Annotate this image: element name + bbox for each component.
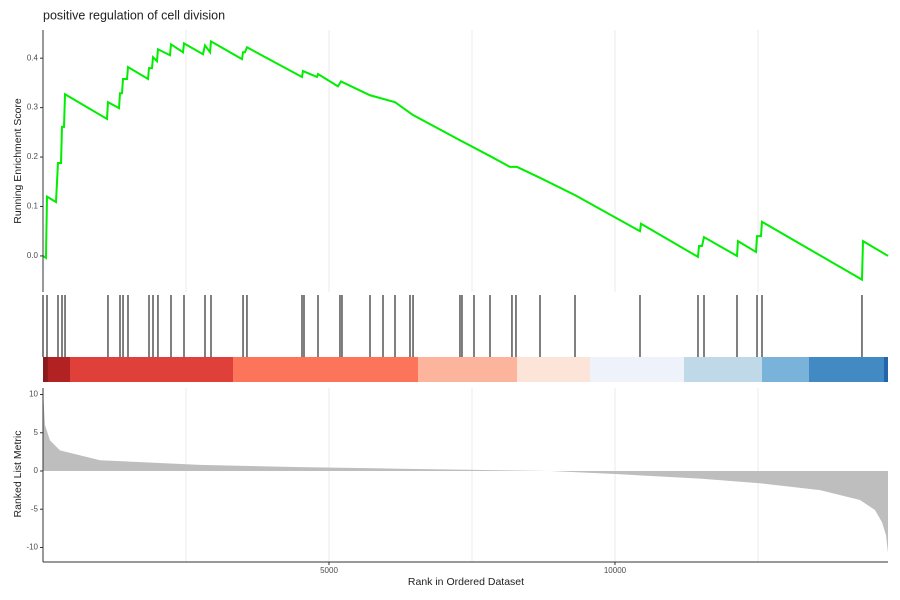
color-bar-segment [589, 357, 685, 382]
color-bar-segment [809, 357, 884, 382]
y-tick-label: 5 [34, 428, 39, 437]
x-tick-label: 5000 [320, 566, 338, 575]
y-tick-label: 10 [29, 390, 38, 399]
color-bar-segment [47, 357, 70, 382]
enrichment-line [42, 39, 889, 282]
metric-area [43, 390, 888, 553]
y-tick-label: -10 [26, 543, 38, 552]
y-tick-label: 0.1 [27, 202, 39, 211]
y-tick-label: 0 [34, 466, 39, 475]
color-bar-segment [417, 357, 518, 382]
color-bar-segment [233, 357, 418, 382]
y-axis-label: Running Enrichment Score [12, 98, 24, 224]
x-tick-label: 10000 [604, 566, 627, 575]
chart-title: positive regulation of cell division [43, 8, 225, 22]
color-bar-segment [684, 357, 762, 382]
color-bar-segment [883, 357, 888, 382]
y-tick-label: 0.4 [27, 53, 39, 62]
color-bar-segment [517, 357, 590, 382]
y-tick-label: 0.3 [27, 103, 39, 112]
y-tick-label: 0.0 [27, 251, 39, 260]
x-axis-label: Rank in Ordered Dataset [408, 576, 524, 588]
y-tick-label: 0.2 [27, 152, 39, 161]
y-tick-label: -5 [31, 504, 39, 513]
color-bar-segment [761, 357, 810, 382]
y-axis-label: Ranked List Metric [12, 431, 24, 518]
color-bar-segment [69, 357, 234, 382]
color-bar-segment [43, 357, 48, 382]
